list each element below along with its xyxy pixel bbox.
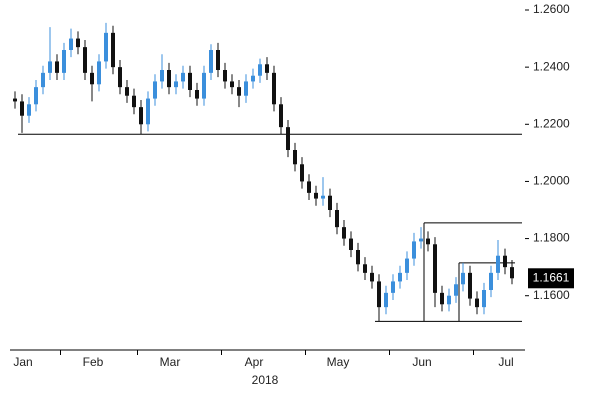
candle-body bbox=[223, 70, 227, 82]
candle-body bbox=[370, 272, 374, 282]
candle-body bbox=[468, 272, 472, 299]
candle-body bbox=[286, 127, 290, 150]
candle-body bbox=[209, 50, 213, 73]
candle-body bbox=[20, 101, 24, 116]
x-tick-label: Jul bbox=[498, 355, 513, 369]
candle-body bbox=[265, 64, 269, 73]
candle-body bbox=[195, 90, 199, 99]
candle-body bbox=[391, 281, 395, 293]
candle-body bbox=[258, 64, 262, 76]
candle-body bbox=[48, 61, 52, 73]
candle-body bbox=[272, 72, 276, 105]
x-tick-label: Mar bbox=[160, 355, 181, 369]
y-tick-label: 1.2200 bbox=[533, 116, 570, 130]
candle-body bbox=[104, 32, 108, 62]
candle-body bbox=[342, 227, 346, 239]
candle-body bbox=[146, 98, 150, 125]
candle-body bbox=[237, 87, 241, 96]
candle-body bbox=[426, 238, 430, 245]
candle-body bbox=[335, 210, 339, 228]
candle-body bbox=[34, 87, 38, 105]
candle-body bbox=[90, 72, 94, 85]
candle-body bbox=[181, 72, 185, 82]
candle-body bbox=[251, 75, 255, 82]
candle-body bbox=[356, 250, 360, 265]
candle-body bbox=[13, 98, 17, 102]
x-tick-label: Apr bbox=[245, 355, 264, 369]
candle-body bbox=[97, 61, 101, 85]
y-tick-label: 1.2000 bbox=[533, 174, 570, 188]
candle-body bbox=[279, 104, 283, 128]
x-tick-label: May bbox=[327, 355, 350, 369]
candle-body bbox=[188, 72, 192, 90]
candle-body bbox=[510, 267, 514, 279]
candle-body bbox=[433, 244, 437, 293]
candle-body bbox=[321, 195, 325, 199]
candle-body bbox=[489, 272, 493, 290]
x-tick-label: Jan bbox=[13, 355, 32, 369]
candle-body bbox=[293, 150, 297, 165]
candle-body bbox=[160, 70, 164, 82]
candle-body bbox=[244, 81, 248, 96]
y-tick-label: 1.1800 bbox=[533, 231, 570, 245]
candle-body bbox=[447, 295, 451, 305]
candle-body bbox=[76, 38, 80, 48]
x-tick-label: Feb bbox=[83, 355, 104, 369]
candle-body bbox=[83, 47, 87, 73]
candle-body bbox=[27, 104, 31, 116]
candle-body bbox=[363, 264, 367, 273]
candle-body bbox=[174, 81, 178, 88]
candle-body bbox=[307, 181, 311, 193]
candle-body bbox=[300, 164, 304, 182]
candle-body bbox=[62, 50, 66, 73]
candle-body bbox=[377, 281, 381, 308]
candle-body bbox=[153, 81, 157, 99]
candle-body bbox=[496, 255, 500, 273]
y-tick-label: 1.2600 bbox=[533, 2, 570, 16]
last-price-box bbox=[528, 268, 574, 289]
candle-body bbox=[118, 67, 122, 88]
candle-body bbox=[167, 70, 171, 88]
candle-body bbox=[398, 272, 402, 282]
candle-body bbox=[55, 61, 59, 73]
y-tick-label: 1.1600 bbox=[533, 288, 570, 302]
candle-body bbox=[202, 72, 206, 99]
candle-body bbox=[132, 95, 136, 108]
candle-body bbox=[314, 192, 318, 199]
candle-body bbox=[125, 87, 129, 96]
candle-body bbox=[412, 241, 416, 259]
candle-body bbox=[440, 292, 444, 305]
candle-body bbox=[349, 238, 353, 250]
candle-body bbox=[384, 292, 388, 308]
candle-body bbox=[503, 255, 507, 268]
last-price-label: 1.1661 bbox=[533, 270, 570, 284]
x-tick-label: Jun bbox=[412, 355, 431, 369]
x-axis-label: 2018 bbox=[252, 373, 279, 387]
candle-body bbox=[475, 298, 479, 308]
candle-body bbox=[41, 72, 45, 88]
candle-body bbox=[419, 238, 423, 242]
candle-body bbox=[230, 81, 234, 88]
candle-body bbox=[405, 258, 409, 273]
candle-body bbox=[139, 107, 143, 125]
candle-body bbox=[216, 50, 220, 70]
candle-body bbox=[328, 195, 332, 210]
candle-body bbox=[69, 38, 73, 50]
candle-body bbox=[111, 32, 115, 68]
y-tick-label: 1.2400 bbox=[533, 59, 570, 73]
candle-body bbox=[482, 290, 486, 308]
candle-body bbox=[454, 284, 458, 296]
candle-body bbox=[461, 272, 465, 285]
